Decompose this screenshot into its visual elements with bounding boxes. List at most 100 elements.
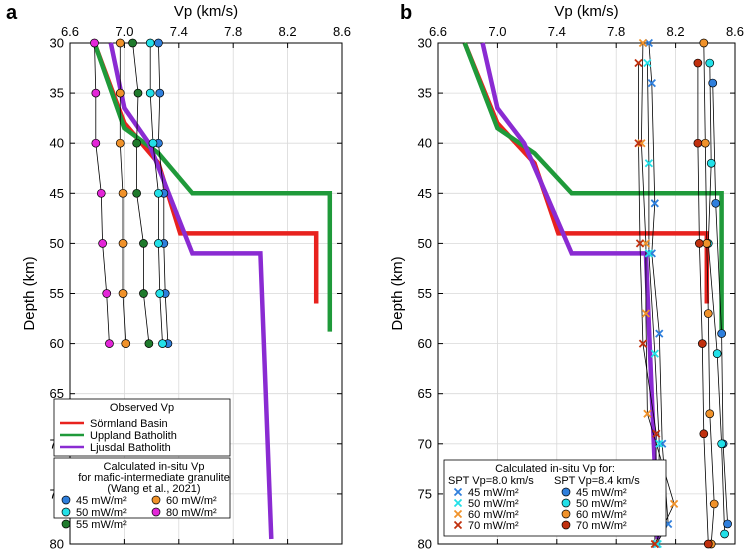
y-tick-label: 55 (50, 286, 64, 301)
calc-circle-point (703, 309, 713, 318)
cross-stroke (638, 38, 648, 48)
observed-point (158, 339, 167, 348)
calc-cross-point (652, 539, 661, 549)
calc-circle-point (711, 198, 721, 208)
legend-item: Uppland Batholith (90, 430, 177, 442)
y-tick-label: 50 (418, 236, 432, 251)
calc-cross-point (644, 38, 654, 48)
legend-item: 70 mW/m² (468, 520, 519, 532)
observed-point (118, 188, 128, 198)
connector-line (707, 62, 725, 535)
cross-stroke (644, 38, 654, 48)
calc-cross-point (653, 539, 662, 549)
legend-marker (453, 520, 463, 530)
y-tick-label: 80 (50, 537, 64, 552)
calc-circle-point (705, 409, 715, 419)
legend-title: Calculated in-situ Vp for: (495, 463, 615, 475)
legend-marker (453, 498, 463, 508)
legend-item: 50 mW/m² (76, 507, 127, 519)
observed-point (144, 339, 154, 348)
legend-marker (61, 519, 71, 529)
legend-item: 55 mW/m² (76, 519, 127, 531)
calc-circle-point (703, 539, 713, 549)
calc-circle-point (709, 499, 719, 509)
legend-item: 45 mW/m² (468, 487, 519, 499)
cross-stroke (650, 349, 659, 358)
cross-stroke (652, 429, 661, 438)
observed-point (128, 38, 137, 48)
calc-cross-point (650, 349, 659, 358)
series-line-ljusdal (108, 42, 274, 540)
observed-point (121, 339, 131, 348)
cross-stroke (655, 329, 664, 338)
legend-col-title: SPT Vp=8.0 km/s (448, 475, 534, 487)
legend-item: Ljusdal Batholith (90, 442, 171, 454)
y-tick-label: 40 (50, 136, 64, 151)
calc-circle-point (693, 58, 703, 68)
x-tick-label: 7.4 (170, 24, 188, 39)
y-tick-label: 60 (418, 336, 432, 351)
y-tick-label: 60 (50, 336, 64, 351)
calc-cross-point (669, 499, 679, 509)
calc-circle-point (708, 78, 718, 88)
y-tick-label: 45 (418, 186, 432, 201)
legend-item: Sörmland Basin (90, 418, 168, 430)
legend-title: (Wang et al., 2021) (107, 483, 200, 495)
legend-marker (561, 509, 571, 519)
cross-stroke (635, 239, 645, 248)
observed-point (91, 138, 101, 148)
legend-marker (61, 507, 71, 517)
calc-circle-point (697, 339, 707, 348)
calc-circle-point (699, 429, 709, 439)
legend-title: Calculated in-situ Vp (104, 461, 205, 473)
cross-stroke (453, 498, 463, 508)
x-tick-label: 7.0 (115, 24, 133, 39)
cross-stroke (653, 539, 662, 549)
calc-cross-point (643, 409, 652, 418)
x-tick-label: 8.6 (333, 24, 351, 39)
cross-stroke (643, 58, 652, 68)
calc-circle-point (723, 519, 732, 529)
observed-point (102, 289, 112, 298)
calc-circle-point (693, 138, 703, 148)
calc-cross-point (641, 239, 651, 248)
series-line-uppland (92, 42, 333, 332)
x-tick-label: 6.6 (429, 24, 447, 39)
y-tick-label: 30 (50, 36, 64, 51)
cross-stroke (453, 487, 463, 497)
x-tick-label: 8.6 (726, 24, 744, 39)
cross-stroke (453, 520, 463, 530)
observed-point (148, 138, 158, 148)
calc-circle-point (717, 329, 726, 338)
y-tick-label: 45 (50, 186, 64, 201)
legend-marker (561, 520, 571, 530)
legend-item: 70 mW/m² (576, 520, 627, 532)
observed-point (145, 88, 155, 98)
x-tick-label: 7.8 (224, 24, 242, 39)
x-tick-label: 7.8 (607, 24, 625, 39)
calc-cross-point (652, 429, 661, 438)
series-line-uppland (462, 42, 724, 332)
observed-point (105, 339, 114, 348)
legend-item: 50 mW/m² (468, 498, 519, 510)
calc-cross-point (647, 78, 656, 88)
calc-cross-point (647, 249, 656, 258)
x-tick-label: 8.2 (279, 24, 297, 39)
observed-point (154, 38, 163, 48)
cross-stroke (643, 409, 652, 418)
x-tick-label: 7.4 (548, 24, 566, 39)
legend-marker (561, 498, 571, 508)
y-tick-label: 65 (50, 386, 64, 401)
observed-point (98, 239, 107, 248)
observed-point (118, 289, 128, 298)
cross-stroke (647, 78, 656, 88)
observed-point (155, 289, 165, 298)
calc-cross-point (634, 58, 643, 68)
calc-circle-point (706, 158, 716, 168)
legend-marker (151, 495, 161, 505)
calc-circle-point (712, 349, 722, 358)
observed-point (145, 38, 155, 48)
observed-point (139, 239, 148, 248)
y-tick-label: 70 (418, 436, 432, 451)
